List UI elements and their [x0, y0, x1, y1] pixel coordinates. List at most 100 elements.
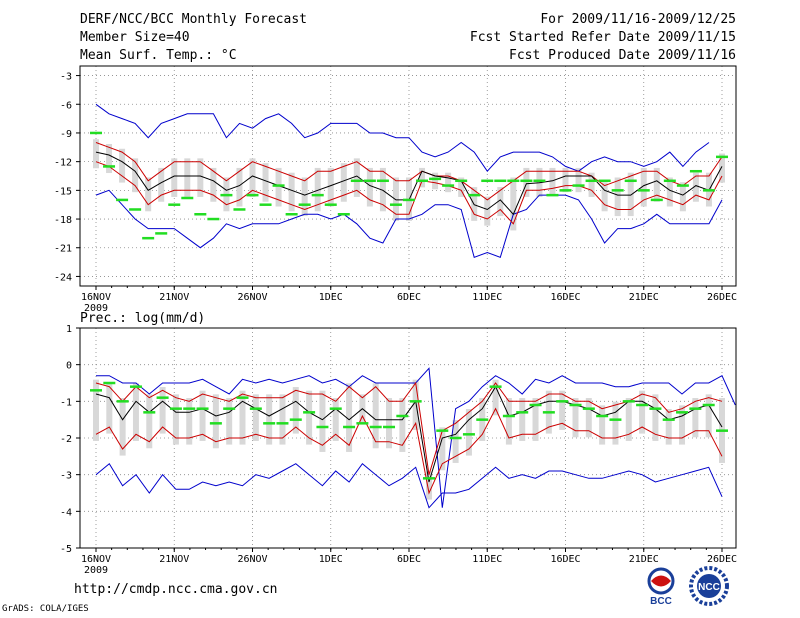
prec-range-box — [279, 394, 286, 445]
temp-range-box — [640, 167, 647, 207]
temp-range-box — [510, 177, 517, 231]
variable-label-temp: Mean Surf. Temp.: °C — [80, 48, 237, 63]
temp-range-box — [601, 182, 608, 212]
chart-title: DERF/NCC/BCC Monthly Forecast — [80, 12, 307, 27]
temp-xtick-label: 11DEC — [472, 292, 502, 303]
prec-range-box — [306, 390, 313, 445]
temp-range-box — [588, 172, 595, 197]
temp-range-box — [210, 167, 217, 202]
temp-xtick-label: 6DEC — [397, 292, 421, 303]
prec-min-line — [95, 462, 723, 509]
prec-range-box — [226, 398, 233, 445]
temp-range-box — [197, 158, 204, 197]
prec-range-box — [412, 379, 419, 430]
prec-range-box — [585, 398, 592, 438]
prec-range-box — [159, 387, 166, 434]
temp-range-box — [236, 167, 243, 207]
temp-xtick-label: 26DEC — [707, 292, 737, 303]
prec-ytick-label: -2 — [60, 434, 72, 445]
temp-range-box — [653, 167, 660, 202]
prec-range-box — [266, 394, 273, 445]
temp-range-box — [93, 139, 99, 169]
temp-range-box — [614, 177, 621, 217]
prec-xtick-label: 1DEC — [319, 554, 343, 565]
ncc-logo-text: NCC — [698, 582, 720, 593]
prec-range-box — [93, 379, 99, 441]
temp-range-box — [288, 172, 295, 212]
prec-range-box — [212, 394, 219, 449]
prec-range-box — [199, 390, 206, 441]
temp-range-box — [327, 167, 334, 207]
bcc-logo-text: BCC — [650, 596, 672, 606]
temp-max-line — [95, 103, 710, 173]
prec-range-box — [652, 394, 659, 441]
temp-range-box — [132, 158, 139, 193]
temp-range-box — [562, 167, 569, 193]
prec-xtick-label: 21NOV — [159, 554, 189, 565]
temp-range-box — [679, 182, 686, 212]
temp-ytick-label: -9 — [60, 129, 72, 140]
prec-range-box — [386, 398, 393, 449]
prec-range-box — [519, 398, 526, 441]
temp-range-box — [106, 144, 113, 174]
prec-ytick-label: 0 — [66, 361, 72, 372]
website-url[interactable]: http://cmdp.ncc.cma.gov.cn — [74, 582, 278, 597]
temp-range-box — [458, 177, 465, 197]
prec-range-box — [399, 398, 406, 452]
temp-range-box — [171, 158, 178, 197]
prec-range-box — [132, 383, 139, 441]
prec-range-box — [679, 405, 686, 445]
temp-range-box — [627, 172, 634, 217]
prec-xtick-label: 11DEC — [472, 554, 502, 565]
temp-xtick-label: 16DEC — [550, 292, 580, 303]
prec-range-box — [252, 394, 259, 441]
prec-lower-line — [95, 407, 723, 495]
prec-upper-line — [95, 381, 723, 475]
variable-label-prec: Prec.: log(mm/d) — [80, 311, 206, 326]
prec-range-box — [425, 471, 432, 500]
temp-ytick-label: -6 — [60, 100, 72, 111]
temp-range-box — [366, 167, 373, 207]
prec-range-box — [639, 390, 646, 434]
temp-year-label: 2009 — [84, 303, 108, 314]
prec-ytick-label: 1 — [66, 324, 72, 335]
prec-range-box — [572, 398, 579, 438]
prec-range-box — [172, 394, 179, 445]
produced-date: Fcst Produced Date 2009/11/16 — [509, 48, 736, 63]
temp-range-box — [314, 167, 321, 212]
temp-ytick-label: -24 — [54, 272, 72, 283]
prec-range-box — [146, 394, 153, 449]
prec-range-box — [346, 383, 353, 452]
temp-min-line — [95, 189, 723, 258]
prec-range-box — [106, 383, 113, 434]
prec-range-box — [612, 401, 619, 445]
temp-range-box — [523, 167, 530, 197]
prec-range-box — [239, 390, 246, 445]
prec-ytick-label: -4 — [60, 507, 72, 518]
temp-range-box — [575, 167, 582, 193]
prec-range-box — [119, 398, 126, 456]
temp-range-box — [145, 177, 152, 212]
temp-range-box — [432, 172, 439, 190]
prec-range-box — [505, 398, 512, 445]
temp-lower-line — [95, 161, 723, 225]
prec-range-box — [465, 409, 472, 456]
temp-ytick-label: -21 — [54, 244, 72, 255]
temp-xtick-label: 21NOV — [159, 292, 189, 303]
prec-ytick-label: -3 — [60, 471, 72, 482]
prec-frame — [79, 327, 737, 549]
temp-range-box — [340, 163, 347, 202]
temp-ytick-label: -18 — [54, 215, 72, 226]
temp-range-box — [301, 177, 308, 217]
temp-range-box — [158, 167, 165, 202]
prec-range-box — [599, 405, 606, 445]
temp-range-box — [549, 167, 556, 196]
prec-xtick-label: 16DEC — [550, 554, 580, 565]
prec-xtick-label: 26NOV — [237, 554, 267, 565]
prec-range-box — [186, 398, 193, 445]
temp-frame — [79, 65, 737, 287]
temp-xtick-label: 1DEC — [319, 292, 343, 303]
temp-range-box — [275, 167, 282, 207]
prec-range-box — [319, 390, 326, 452]
start-date: Fcst Started Refer Date 2009/11/15 — [469, 30, 736, 45]
